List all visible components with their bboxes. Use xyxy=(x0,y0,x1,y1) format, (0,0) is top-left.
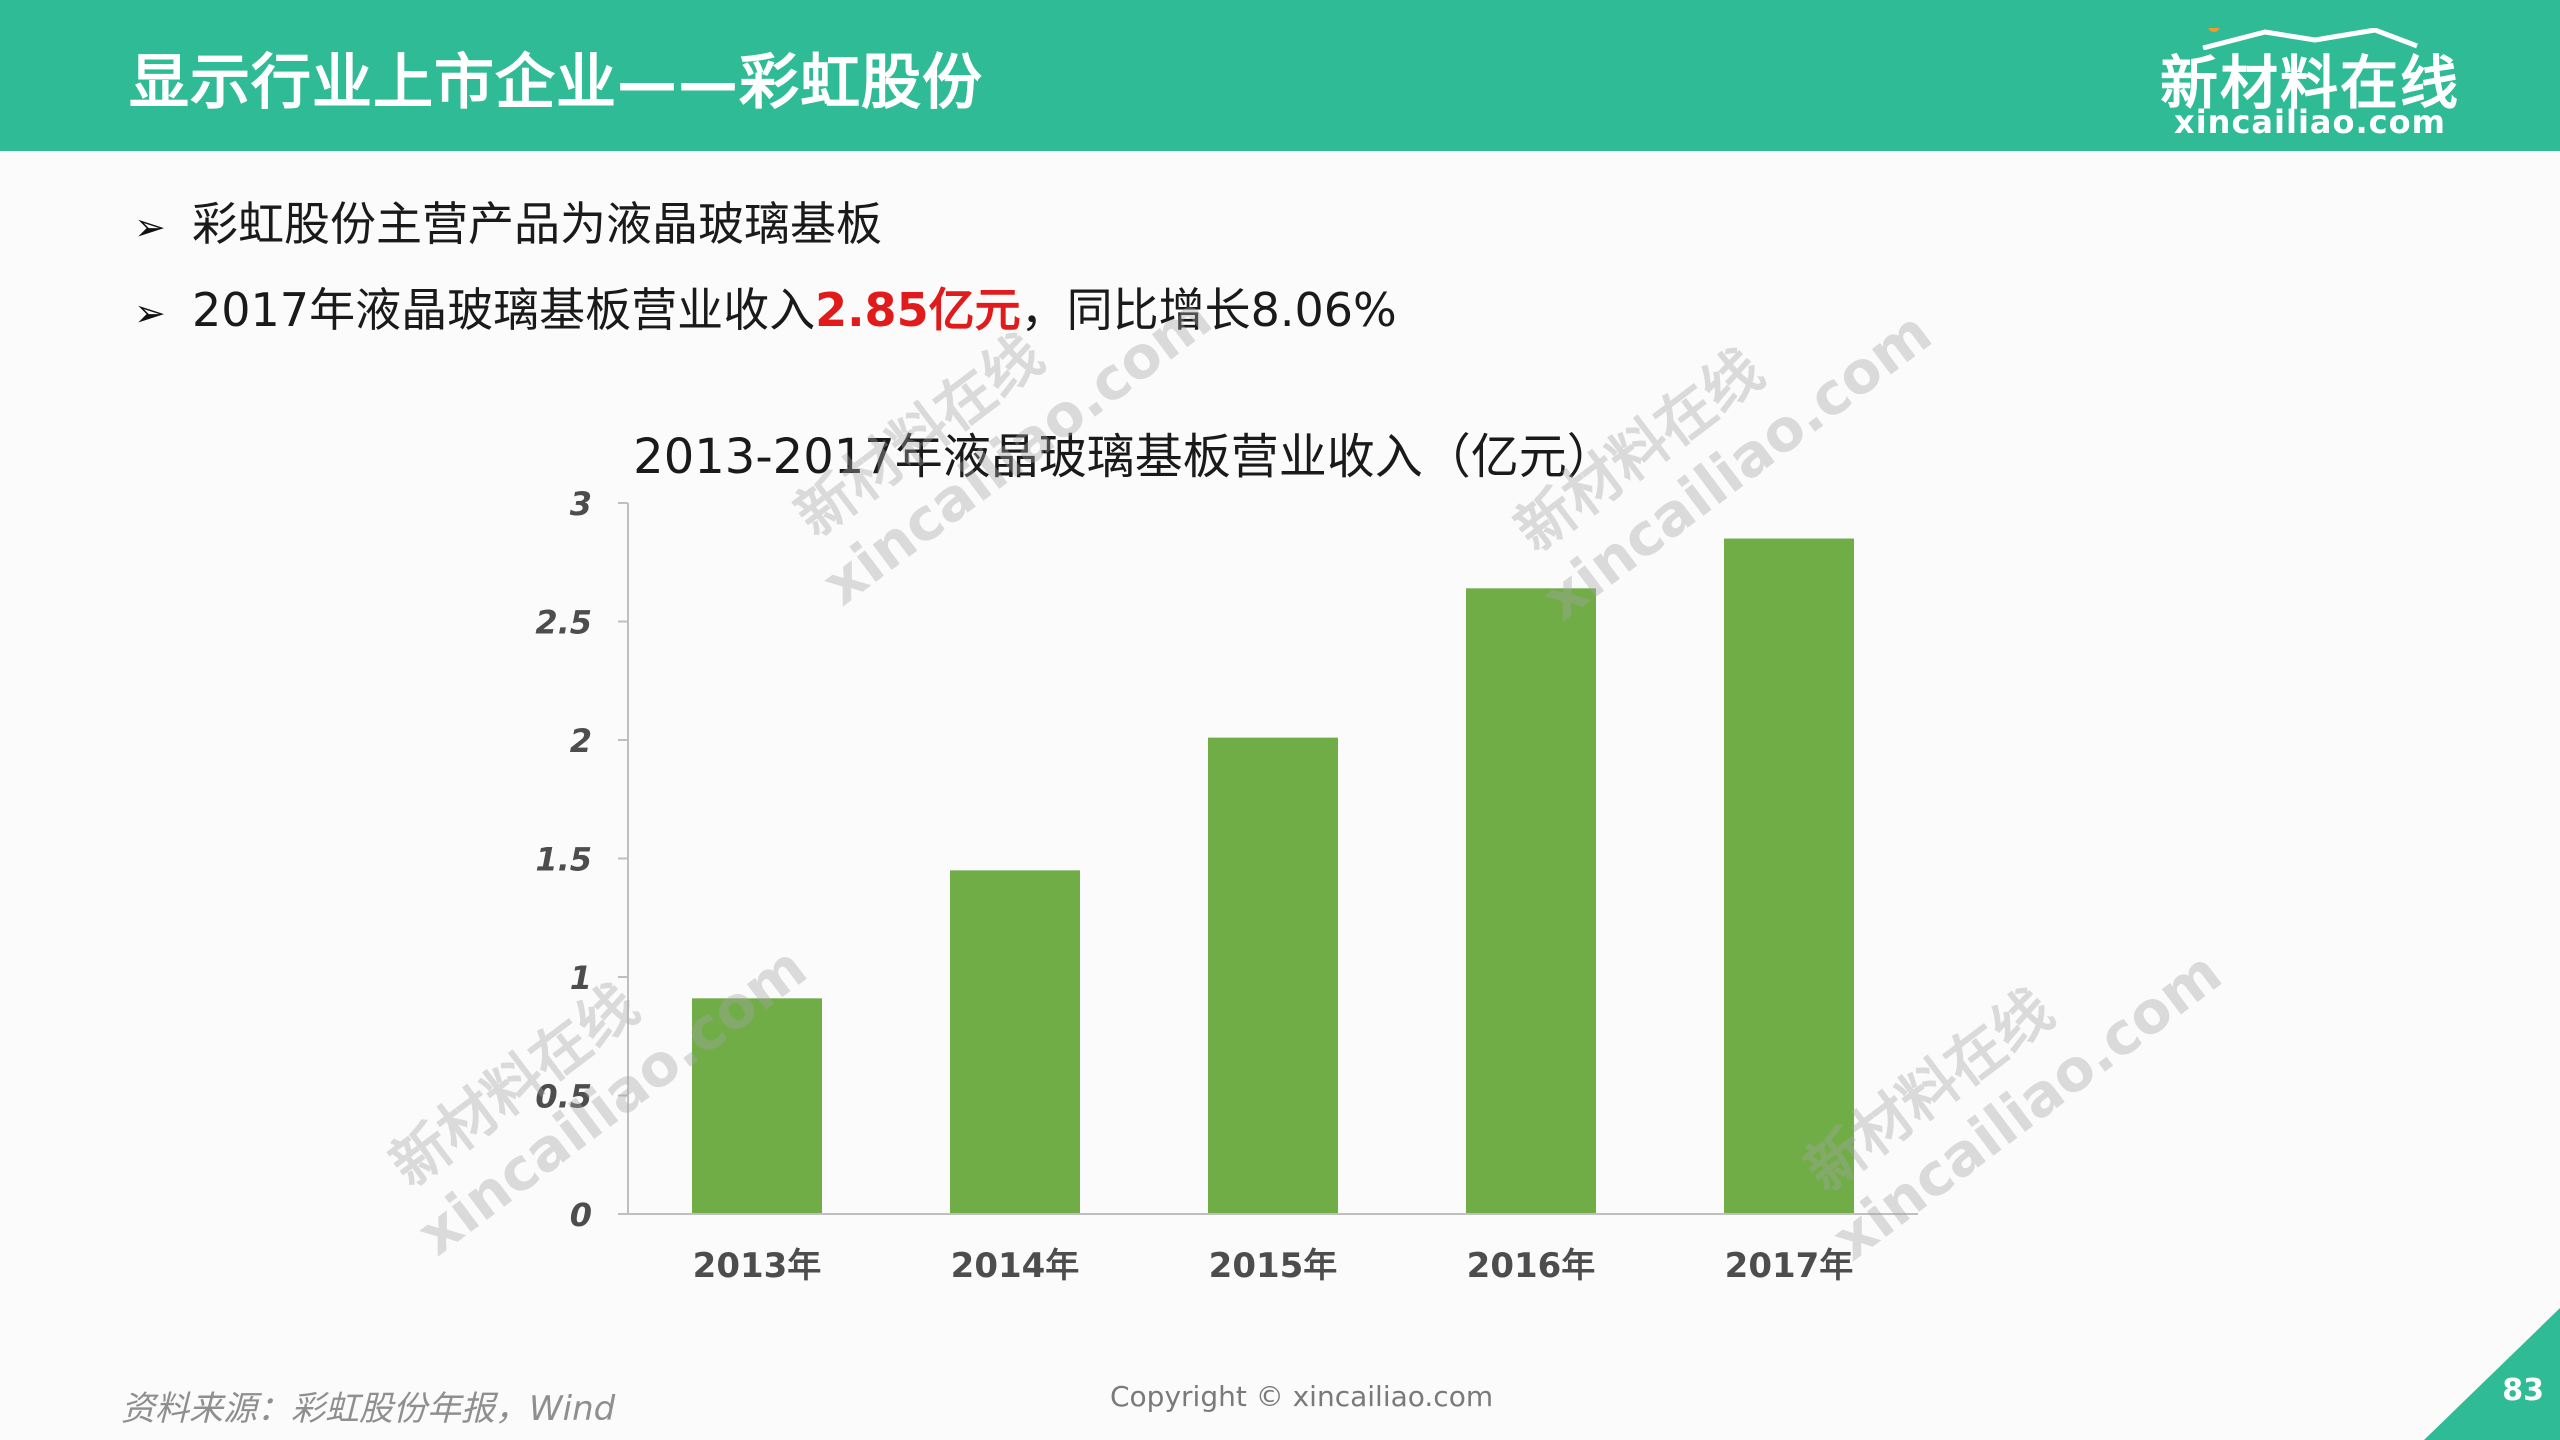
bar xyxy=(692,998,822,1214)
page-title: 显示行业上市企业——彩虹股份 xyxy=(129,48,983,118)
y-tick-label: 0.5 xyxy=(535,1078,592,1116)
bullet-highlight-value: 2.85亿元 xyxy=(815,283,1021,337)
x-tick-label: 2016年 xyxy=(1467,1246,1596,1286)
brand-name-cn: 新材料在线 xyxy=(2160,49,2461,117)
copyright-text: Copyright © xincailiao.com xyxy=(1110,1380,1494,1413)
y-tick-label: 3 xyxy=(570,485,592,523)
brand-name-en: xincailiao.com xyxy=(2174,103,2446,141)
x-axis: 2013年 2014年 2015年 2016年 2017年 xyxy=(628,1213,1918,1286)
bullet-list: ➢ 彩虹股份主营产品为液晶玻璃基板 ➢ 2017年液晶玻璃基板营业收入2.85亿元，… xyxy=(134,186,1397,358)
bar xyxy=(1208,737,1338,1214)
bullet-item: ➢ 彩虹股份主营产品为液晶玻璃基板 xyxy=(134,186,1397,272)
x-tick-label: 2014年 xyxy=(951,1246,1080,1286)
x-tick-label: 2015年 xyxy=(1209,1246,1338,1286)
bullet-text: 彩虹股份主营产品为液晶玻璃基板 xyxy=(192,197,882,251)
brand-logo: 新材料在线 xincailiao.com xyxy=(2160,28,2461,141)
bar xyxy=(1724,538,1854,1214)
bars-group xyxy=(692,538,1854,1214)
page-number: 83 xyxy=(2502,1373,2544,1408)
y-tick-label: 0 xyxy=(570,1196,592,1234)
chart-title: 2013-2017年液晶玻璃基板营业收入（亿元） xyxy=(633,429,1615,485)
roof-icon xyxy=(2202,28,2418,50)
bar xyxy=(1466,588,1596,1214)
y-axis: 0 0.5 1 1.5 2 2.5 3 xyxy=(535,485,629,1234)
bullet-text-suffix: ，同比增长8.06% xyxy=(1020,283,1397,337)
bar xyxy=(950,870,1080,1214)
bullet-arrow-icon: ➢ xyxy=(134,205,166,249)
y-tick-label: 1.5 xyxy=(535,841,592,879)
bullet-arrow-icon: ➢ xyxy=(134,291,166,335)
y-tick-label: 2.5 xyxy=(535,604,592,642)
y-tick-label: 1 xyxy=(570,959,592,997)
bullet-item: ➢ 2017年液晶玻璃基板营业收入2.85亿元，同比增长8.06% xyxy=(134,272,1397,358)
x-tick-label: 2013年 xyxy=(693,1246,822,1286)
bullet-text-prefix: 2017年液晶玻璃基板营业收入 xyxy=(192,283,816,337)
x-tick-label: 2017年 xyxy=(1725,1246,1854,1286)
header-bar: 显示行业上市企业——彩虹股份 新材料在线 xincailiao.com xyxy=(0,0,2560,151)
source-note: 资料来源：彩虹股份年报，Wind xyxy=(121,1389,616,1429)
y-tick-label: 2 xyxy=(570,722,592,760)
